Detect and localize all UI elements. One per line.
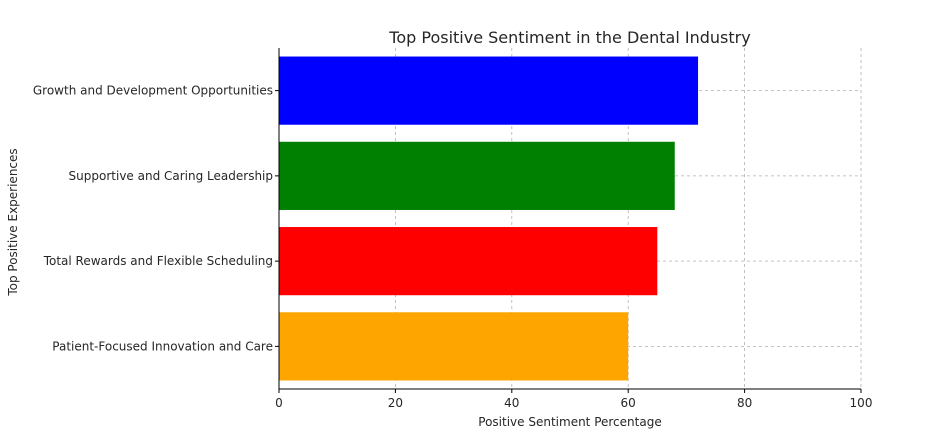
y-tick-label: Supportive and Caring Leadership	[69, 169, 273, 183]
bar	[279, 312, 629, 381]
x-tick-label: 20	[388, 396, 403, 410]
bar	[279, 227, 658, 296]
bar	[279, 56, 699, 125]
x-tick-labels: 0 20 40 60 80 100	[275, 396, 872, 410]
y-tick-labels: Growth and Development Opportunities Supp…	[33, 84, 273, 354]
x-tick-label: 100	[850, 396, 873, 410]
y-tick-label: Patient-Focused Innovation and Care	[52, 339, 273, 353]
x-tick-label: 80	[737, 396, 752, 410]
x-tick-label: 40	[504, 396, 519, 410]
x-tick-label: 60	[621, 396, 636, 410]
x-axis-label: Positive Sentiment Percentage	[478, 415, 661, 429]
y-tick-label: Growth and Development Opportunities	[33, 84, 273, 98]
x-tick-label: 0	[275, 396, 283, 410]
bars	[279, 56, 699, 381]
y-axis-label: Top Positive Experiences	[6, 148, 20, 296]
y-tick-label: Total Rewards and Flexible Scheduling	[43, 254, 273, 268]
axes	[275, 48, 862, 393]
bar	[279, 141, 675, 210]
chart-title: Top Positive Sentiment in the Dental Ind…	[388, 28, 750, 47]
